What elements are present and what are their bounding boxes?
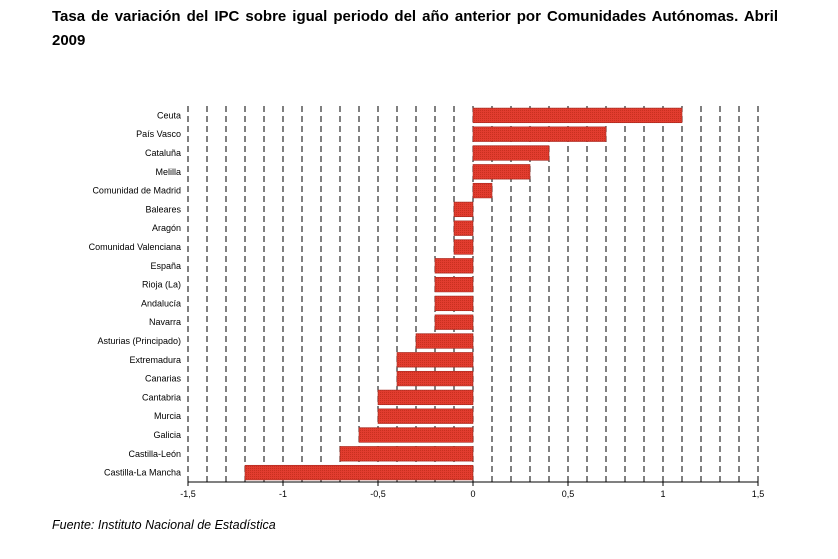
bar-cataluña (472, 145, 550, 161)
bar-melilla (472, 164, 531, 180)
bar-navarra (434, 314, 474, 330)
category-label: Cataluña (145, 148, 181, 158)
bar-comunidad-de-madrid (472, 182, 493, 199)
x-tick-label: 1 (660, 489, 665, 499)
bar-aragón (453, 220, 474, 236)
chart-bars (244, 107, 683, 481)
category-label: España (150, 261, 181, 271)
x-tick-label: 0,5 (562, 489, 575, 499)
bar-comunidad-valenciana (453, 239, 474, 255)
bar-cantabria (377, 389, 474, 406)
chart-title: Tasa de variación del IPC sobre igual pe… (52, 8, 778, 49)
category-label: Cantabria (142, 392, 181, 402)
x-tick-label: 0 (470, 489, 475, 499)
category-label: Asturias (Principado) (97, 336, 181, 346)
category-label: Navarra (149, 317, 181, 327)
bar-baleares (453, 201, 474, 218)
category-label: Canarias (145, 374, 182, 384)
category-label: Extremadura (129, 355, 181, 365)
category-label: Comunidad de Madrid (92, 186, 181, 196)
bar-asturias-principado- (415, 333, 474, 349)
x-axis: -1,5 -1 -0,5 0 0,5 1 1,5 (180, 481, 765, 499)
category-label: País Vasco (136, 129, 181, 139)
category-label: Castilla-León (128, 449, 181, 459)
bar-canarias (396, 370, 474, 387)
bar-murcia (377, 408, 474, 424)
category-label: Castilla-La Mancha (104, 468, 181, 478)
source-note: Fuente: Instituto Nacional de Estadístic… (52, 518, 276, 532)
category-label: Ceuta (157, 110, 181, 120)
x-tick-label: -0,5 (370, 489, 386, 499)
x-tick-label: -1,5 (180, 489, 196, 499)
bar-andalucía (434, 295, 474, 312)
bar-extremadura (396, 352, 474, 368)
category-label: Baleares (145, 204, 181, 214)
category-label: Aragón (152, 223, 181, 233)
bar-castilla-la-mancha (244, 464, 474, 481)
category-label: Comunidad Valenciana (89, 242, 181, 252)
bar-españa (434, 258, 474, 274)
bar-ceuta (472, 107, 683, 124)
category-label: Murcia (154, 411, 181, 421)
category-label: Galicia (153, 430, 181, 440)
y-axis-labels: Ceuta País Vasco Cataluña Melilla Comunidad … (89, 110, 182, 477)
category-label: Melilla (155, 167, 181, 177)
bar-castilla-león (339, 446, 474, 462)
bar-país-vasco (472, 126, 607, 142)
bar-rioja-la- (434, 276, 474, 293)
chart-grid (187, 106, 759, 482)
bar-galicia (358, 427, 474, 443)
category-label: Andalucía (141, 298, 181, 308)
x-tick-label: -1 (279, 489, 287, 499)
x-tick-label: 1,5 (752, 489, 765, 499)
category-label: Rioja (La) (142, 280, 181, 290)
